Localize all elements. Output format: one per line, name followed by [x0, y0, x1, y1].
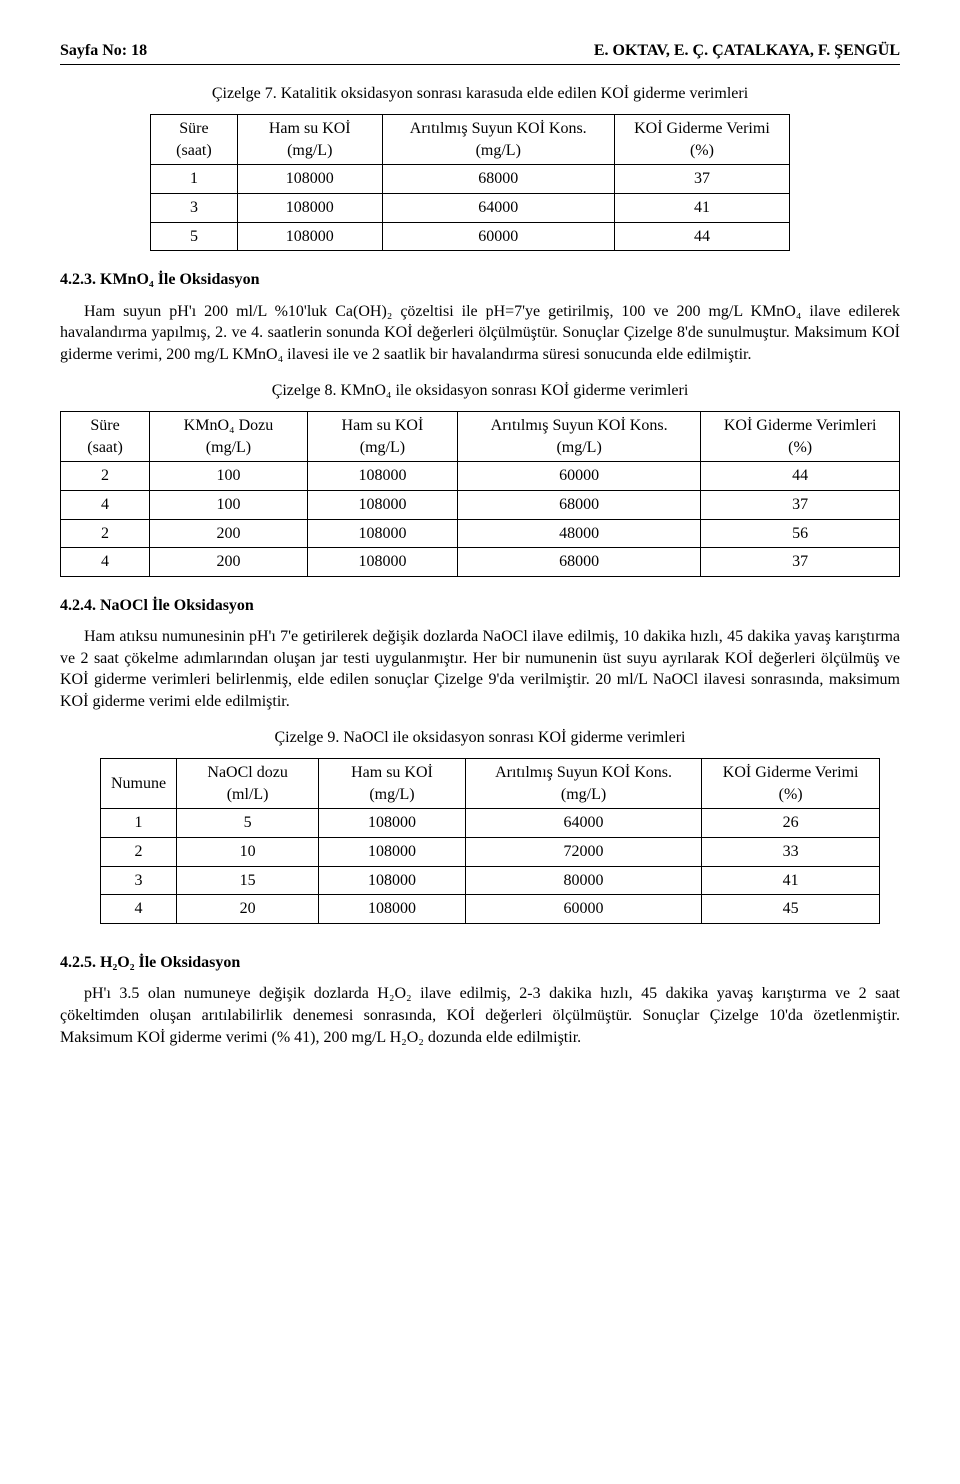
table-row: 1 108000 68000 37 — [151, 165, 790, 194]
cell: 2 — [61, 519, 150, 548]
section-425-heading: 4.2.5. H₂O₂ İle Oksidasyon — [60, 952, 900, 974]
cell: 4 — [61, 490, 150, 519]
table-row: 1 5 108000 64000 26 — [101, 809, 880, 838]
section-424-paragraph: Ham atıksu numunesinin pH'ı 7'e getirile… — [60, 626, 900, 712]
cell: 37 — [701, 490, 900, 519]
table-row: 2 10 108000 72000 33 — [101, 838, 880, 867]
table-row: Süre (saat) Ham su KOİ (mg/L) Arıtılmış … — [151, 115, 790, 165]
cell: 60000 — [382, 222, 614, 251]
col-header: Arıtılmış Suyun KOİ Kons. (mg/L) — [382, 115, 614, 165]
cell: 5 — [177, 809, 319, 838]
cell: 48000 — [458, 519, 701, 548]
cell: 44 — [614, 222, 789, 251]
cell: 64000 — [382, 193, 614, 222]
cell: 100 — [150, 490, 308, 519]
cell: 80000 — [465, 866, 701, 895]
cell: 15 — [177, 866, 319, 895]
cell: 108000 — [307, 548, 457, 577]
cell: 68000 — [458, 490, 701, 519]
cell: 41 — [614, 193, 789, 222]
cell: 3 — [151, 193, 238, 222]
cell: 60000 — [458, 462, 701, 491]
cell: 41 — [702, 866, 880, 895]
cell: 56 — [701, 519, 900, 548]
table9-caption: Çizelge 9. NaOCl ile oksidasyon sonrası … — [60, 727, 900, 749]
cell: 68000 — [382, 165, 614, 194]
cell: 108000 — [319, 866, 466, 895]
section-423-paragraph: Ham suyun pH'ı 200 ml/L %10'luk Ca(OH)₂ … — [60, 301, 900, 366]
col-header: Ham su KOİ (mg/L) — [307, 412, 457, 462]
cell: 1 — [151, 165, 238, 194]
page-number: Sayfa No: 18 — [60, 40, 147, 62]
section-425-paragraph: pH'ı 3.5 olan numuneye değişik dozlarda … — [60, 983, 900, 1048]
cell: 5 — [151, 222, 238, 251]
cell: 108000 — [307, 490, 457, 519]
cell: 37 — [614, 165, 789, 194]
table-row: 5 108000 60000 44 — [151, 222, 790, 251]
section-424-heading: 4.2.4. NaOCl İle Oksidasyon — [60, 595, 900, 617]
cell: 200 — [150, 548, 308, 577]
cell: 4 — [61, 548, 150, 577]
cell: 108000 — [319, 895, 466, 924]
col-header: Süre (saat) — [151, 115, 238, 165]
cell: 108000 — [319, 809, 466, 838]
table-row: Numune NaOCl dozu (ml/L) Ham su KOİ (mg/… — [101, 759, 880, 809]
col-header: KMnO₄ Dozu (mg/L) — [150, 412, 308, 462]
cell: 108000 — [307, 462, 457, 491]
table8-caption: Çizelge 8. KMnO₄ ile oksidasyon sonrası … — [60, 380, 900, 402]
cell: 108000 — [237, 165, 382, 194]
col-header: Arıtılmış Suyun KOİ Kons. (mg/L) — [458, 412, 701, 462]
cell: 108000 — [237, 193, 382, 222]
cell: 68000 — [458, 548, 701, 577]
col-header: KOİ Giderme Verimi (%) — [614, 115, 789, 165]
table-row: 4 100 108000 68000 37 — [61, 490, 900, 519]
page-header: Sayfa No: 18 E. OKTAV, E. Ç. ÇATALKAYA, … — [60, 40, 900, 65]
cell: 26 — [702, 809, 880, 838]
cell: 2 — [61, 462, 150, 491]
cell: 45 — [702, 895, 880, 924]
cell: 2 — [101, 838, 177, 867]
table-row: 3 108000 64000 41 — [151, 193, 790, 222]
cell: 60000 — [465, 895, 701, 924]
cell: 108000 — [237, 222, 382, 251]
col-header: KOİ Giderme Verimleri (%) — [701, 412, 900, 462]
table-row: 4 20 108000 60000 45 — [101, 895, 880, 924]
cell: 4 — [101, 895, 177, 924]
col-header: Arıtılmış Suyun KOİ Kons. (mg/L) — [465, 759, 701, 809]
col-header: KOİ Giderme Verimi (%) — [702, 759, 880, 809]
table-row: Süre (saat) KMnO₄ Dozu (mg/L) Ham su KOİ… — [61, 412, 900, 462]
cell: 44 — [701, 462, 900, 491]
table8: Süre (saat) KMnO₄ Dozu (mg/L) Ham su KOİ… — [60, 411, 900, 577]
cell: 33 — [702, 838, 880, 867]
table-row: 2 200 108000 48000 56 — [61, 519, 900, 548]
cell: 1 — [101, 809, 177, 838]
cell: 108000 — [307, 519, 457, 548]
table7: Süre (saat) Ham su KOİ (mg/L) Arıtılmış … — [150, 114, 790, 251]
cell: 64000 — [465, 809, 701, 838]
table7-caption: Çizelge 7. Katalitik oksidasyon sonrası … — [60, 83, 900, 105]
col-header: Ham su KOİ (mg/L) — [237, 115, 382, 165]
cell: 20 — [177, 895, 319, 924]
table-row: 3 15 108000 80000 41 — [101, 866, 880, 895]
cell: 37 — [701, 548, 900, 577]
col-header: NaOCl dozu (ml/L) — [177, 759, 319, 809]
table9: Numune NaOCl dozu (ml/L) Ham su KOİ (mg/… — [100, 758, 880, 924]
col-header: Numune — [101, 759, 177, 809]
cell: 108000 — [319, 838, 466, 867]
col-header: Ham su KOİ (mg/L) — [319, 759, 466, 809]
page-authors: E. OKTAV, E. Ç. ÇATALKAYA, F. ŞENGÜL — [594, 40, 900, 62]
cell: 200 — [150, 519, 308, 548]
cell: 72000 — [465, 838, 701, 867]
cell: 3 — [101, 866, 177, 895]
col-header: Süre (saat) — [61, 412, 150, 462]
section-423-heading: 4.2.3. KMnO₄ İle Oksidasyon — [60, 269, 900, 291]
cell: 10 — [177, 838, 319, 867]
table-row: 2 100 108000 60000 44 — [61, 462, 900, 491]
table-row: 4 200 108000 68000 37 — [61, 548, 900, 577]
cell: 100 — [150, 462, 308, 491]
